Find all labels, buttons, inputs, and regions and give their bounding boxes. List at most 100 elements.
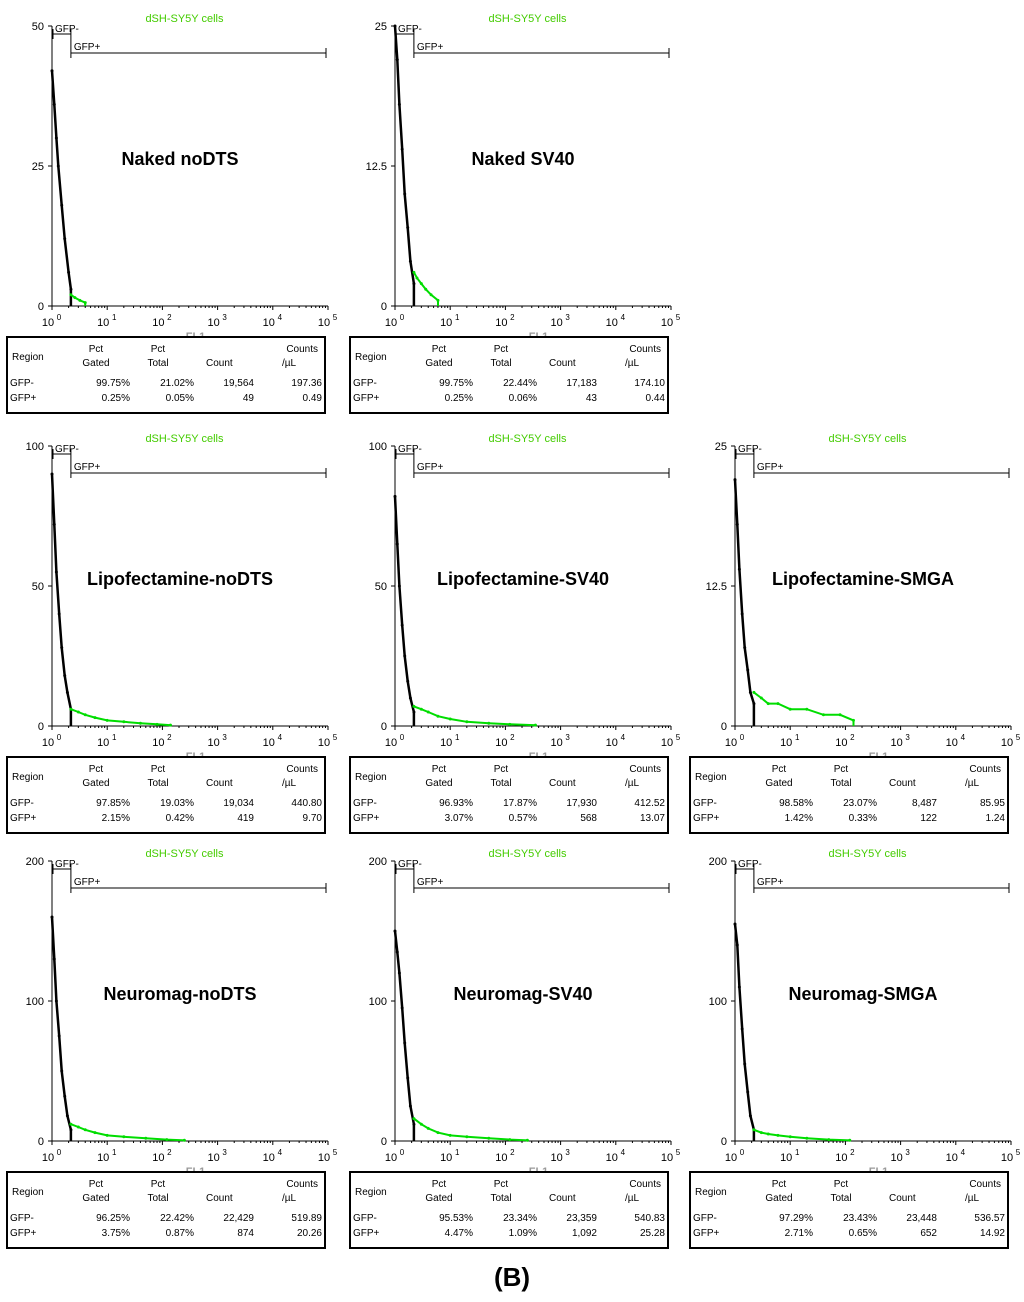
header-pct-total: Pct [150,1179,166,1190]
histogram-point-gfp-pos [83,713,87,717]
x-tick-exponent: 3 [905,1148,910,1157]
x-tick-exponent: 3 [222,733,227,742]
header-pct-gated: Pct [771,1179,787,1190]
stats-region: GFP+ [693,1228,720,1239]
x-tick-label: 10 [835,1152,847,1164]
histogram-point-gfp-neg [412,710,416,714]
gate-label-gfp-neg: GFP- [398,859,422,870]
x-tick-label: 10 [725,737,737,749]
histogram-point-gfp-pos [78,298,82,302]
header-counts-per-ul: Counts [286,1179,318,1190]
histogram-point-gfp-pos [412,704,416,708]
stats-region: GFP- [693,1213,717,1224]
histogram-series-gfp-pos [70,293,87,306]
histogram-panel-neuromag-smga: 0100200100101102103104105FL1dSH-SY5Y cel… [683,845,1021,1250]
x-tick-label: 10 [207,737,219,749]
histogram-point-gfp-neg [748,1114,752,1118]
stats-count: 23,359 [566,1213,597,1224]
gate-label-gfp-pos: GFP+ [74,877,101,888]
y-tick-label: 0 [38,301,44,313]
histogram-point-gfp-neg [406,1076,410,1080]
histogram-plot: 050100100101102103104105FL1dSH-SY5Y cell… [26,433,338,763]
x-tick-exponent: 4 [621,1148,626,1157]
gate-label-gfp-pos: GFP+ [757,877,784,888]
stats-region: GFP+ [693,813,720,824]
histogram-point-gfp-pos [827,1138,831,1142]
x-tick-exponent: 3 [222,313,227,322]
header-pct-total: Total [830,778,852,789]
x-tick-exponent: 4 [621,313,626,322]
histogram-series-gfp-pos [413,1117,529,1142]
histogram-point-gfp-neg [393,929,397,933]
histogram-point-gfp-neg [395,58,399,62]
statistics-table: Region Pct Gated Pct Total Count Counts/µL GFP-… [689,1171,1009,1249]
histogram-point-gfp-pos [465,1135,469,1139]
histogram-point-gfp-neg [63,674,67,678]
histogram-point-gfp-pos [412,270,416,274]
stats-count: 122 [920,813,937,824]
histogram-point-gfp-pos [105,718,109,722]
histogram-point-gfp-neg [412,282,416,286]
histogram-point-gfp-neg [393,24,397,28]
stats-counts-per-ul: 0.49 [302,393,322,404]
stats-region: GFP- [10,798,34,809]
y-tick-label: 50 [375,581,387,593]
histogram-point-gfp-neg [743,1062,747,1066]
gate-label-gfp-pos: GFP+ [757,462,784,473]
gate-label-gfp-neg: GFP- [398,24,422,35]
x-tick-label: 10 [263,1152,275,1164]
x-tick-exponent: 1 [112,313,117,322]
stats-region: GFP- [693,798,717,809]
histogram-point-gfp-neg [403,192,407,196]
x-tick-exponent: 0 [57,733,62,742]
x-tick-label: 10 [495,737,507,749]
header-pct-total: Pct [493,764,509,775]
x-tick-exponent: 3 [565,733,570,742]
x-tick-exponent: 5 [1016,1148,1021,1157]
gate-label-gfp-pos: GFP+ [74,42,101,53]
stats-pct-gated: 97.85% [96,798,130,809]
header-pct-total: Total [490,778,512,789]
histogram-point-gfp-neg [403,654,407,658]
x-tick-label: 10 [318,317,330,329]
histogram-point-gfp-neg [50,69,54,73]
x-tick-exponent: 3 [565,1148,570,1157]
x-tick-label: 10 [263,317,275,329]
stats-pct-gated: 98.58% [779,798,813,809]
histogram-point-gfp-neg [737,985,741,989]
x-tick-label: 10 [152,317,164,329]
header-pct-gated: Gated [82,778,110,789]
histogram-panel-lipofectamine-smga: 012.525100101102103104105FL1dSH-SY5Y cel… [683,430,1021,835]
histogram-point-gfp-pos [69,293,73,297]
sample-label: dSH-SY5Y cells [488,433,567,445]
header-pct-gated: Pct [771,764,787,775]
header-counts-per-ul: Counts [629,764,661,775]
stats-counts-per-ul: 9.70 [302,813,322,824]
header-counts-per-ul: Counts [969,1179,1001,1190]
stats-pct-total: 22.44% [503,378,537,389]
histogram-point-gfp-pos [776,702,780,706]
x-tick-label: 10 [263,737,275,749]
histogram-point-gfp-neg [52,102,56,106]
x-tick-exponent: 1 [795,1148,800,1157]
statistics-table: Region Pct Gated Pct Total Count Counts/µL GFP-… [349,336,669,414]
stats-pct-gated: 3.07% [444,813,473,824]
histogram-point-gfp-pos [69,1122,73,1126]
panel-title: Naked SV40 [471,149,575,170]
x-tick-label: 10 [946,737,958,749]
stats-region: GFP+ [353,393,380,404]
stats-count: 8,487 [911,798,937,809]
histogram-panel-neuromag-sv40: 0100200100101102103104105FL1dSH-SY5Y cel… [343,845,681,1250]
stats-region: GFP+ [10,393,37,404]
header-region: Region [12,772,44,783]
histogram-point-gfp-pos [419,282,423,286]
header-counts-per-ul: /µL [625,1193,640,1204]
x-tick-label: 10 [890,737,902,749]
histogram-point-gfp-pos [436,714,440,718]
panel-title: Lipofectamine-SMGA [771,569,955,590]
histogram-point-gfp-neg [54,570,58,574]
histogram-point-gfp-pos [838,713,842,717]
histogram-point-gfp-pos [752,690,756,694]
histogram-point-gfp-neg [56,164,60,168]
gate-label-gfp-pos: GFP+ [417,462,444,473]
